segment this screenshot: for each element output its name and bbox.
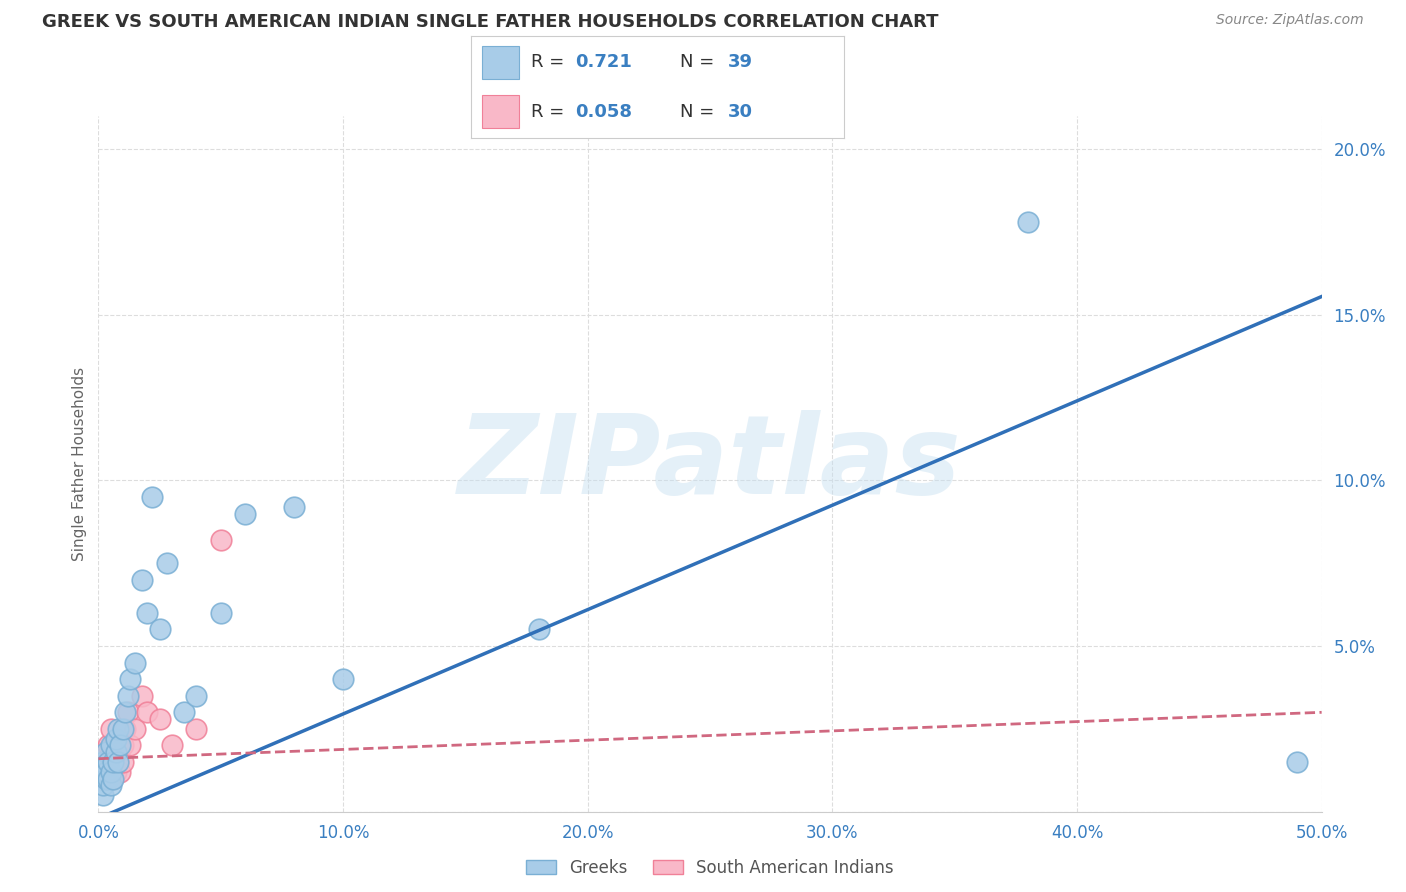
Point bbox=[100, 739, 122, 753]
Point bbox=[90, 764, 112, 779]
Point bbox=[94, 772, 117, 786]
Point bbox=[1286, 755, 1309, 769]
Text: N =: N = bbox=[679, 103, 720, 120]
Point bbox=[141, 490, 163, 504]
Point bbox=[101, 755, 124, 769]
Point bbox=[120, 739, 142, 753]
Point bbox=[91, 764, 114, 779]
Point bbox=[107, 739, 129, 753]
Point bbox=[97, 772, 120, 786]
Point bbox=[107, 755, 129, 769]
Point bbox=[110, 739, 132, 753]
Point bbox=[1017, 215, 1039, 229]
Point bbox=[104, 745, 127, 759]
Point bbox=[91, 778, 114, 792]
Point bbox=[124, 656, 146, 670]
Text: 0.721: 0.721 bbox=[575, 54, 633, 71]
Point bbox=[100, 764, 122, 779]
Text: R =: R = bbox=[530, 54, 569, 71]
Point bbox=[156, 556, 179, 570]
Point bbox=[131, 573, 153, 587]
Text: 30: 30 bbox=[728, 103, 754, 120]
Point bbox=[209, 533, 232, 547]
Point bbox=[100, 772, 122, 786]
Point bbox=[209, 606, 232, 620]
Point bbox=[111, 739, 134, 753]
Point bbox=[117, 689, 139, 703]
Legend: Greeks, South American Indians: Greeks, South American Indians bbox=[520, 852, 900, 883]
Point bbox=[186, 689, 208, 703]
Point bbox=[101, 772, 124, 786]
Point bbox=[124, 722, 146, 736]
Point bbox=[94, 745, 117, 759]
Point bbox=[94, 764, 117, 779]
Point bbox=[94, 772, 117, 786]
Point bbox=[136, 706, 159, 720]
Point bbox=[131, 689, 153, 703]
Point bbox=[332, 672, 354, 686]
Text: ZIPatlas: ZIPatlas bbox=[458, 410, 962, 517]
Point bbox=[104, 745, 127, 759]
Point bbox=[101, 739, 124, 753]
Point bbox=[100, 778, 122, 792]
Point bbox=[149, 623, 172, 637]
Point bbox=[97, 764, 120, 779]
Text: 39: 39 bbox=[728, 54, 754, 71]
Text: R =: R = bbox=[530, 103, 569, 120]
Point bbox=[91, 745, 114, 759]
Point bbox=[527, 623, 550, 637]
FancyBboxPatch shape bbox=[482, 95, 519, 128]
Point bbox=[111, 722, 134, 736]
Point bbox=[173, 706, 195, 720]
Point bbox=[136, 606, 159, 620]
Point bbox=[100, 722, 122, 736]
Point bbox=[97, 755, 120, 769]
Point bbox=[111, 755, 134, 769]
Point bbox=[90, 772, 112, 786]
Point bbox=[160, 739, 183, 753]
Point bbox=[233, 507, 256, 521]
Point bbox=[107, 755, 129, 769]
Point bbox=[120, 672, 142, 686]
Point bbox=[186, 722, 208, 736]
Point bbox=[101, 755, 124, 769]
Point bbox=[114, 706, 136, 720]
FancyBboxPatch shape bbox=[482, 46, 519, 78]
Point bbox=[283, 500, 305, 514]
Y-axis label: Single Father Households: Single Father Households bbox=[72, 367, 87, 561]
Text: 0.058: 0.058 bbox=[575, 103, 633, 120]
Point bbox=[100, 755, 122, 769]
Point bbox=[91, 755, 114, 769]
Point bbox=[90, 755, 112, 769]
Point bbox=[91, 788, 114, 802]
Point bbox=[107, 722, 129, 736]
Point bbox=[114, 722, 136, 736]
Point bbox=[90, 772, 112, 786]
Text: GREEK VS SOUTH AMERICAN INDIAN SINGLE FATHER HOUSEHOLDS CORRELATION CHART: GREEK VS SOUTH AMERICAN INDIAN SINGLE FA… bbox=[42, 13, 939, 31]
Point bbox=[110, 764, 132, 779]
Point bbox=[97, 739, 120, 753]
Point bbox=[104, 731, 127, 746]
Point bbox=[149, 712, 172, 726]
Point bbox=[94, 755, 117, 769]
Text: Source: ZipAtlas.com: Source: ZipAtlas.com bbox=[1216, 13, 1364, 28]
Point bbox=[104, 764, 127, 779]
Text: N =: N = bbox=[679, 54, 720, 71]
Point bbox=[117, 706, 139, 720]
